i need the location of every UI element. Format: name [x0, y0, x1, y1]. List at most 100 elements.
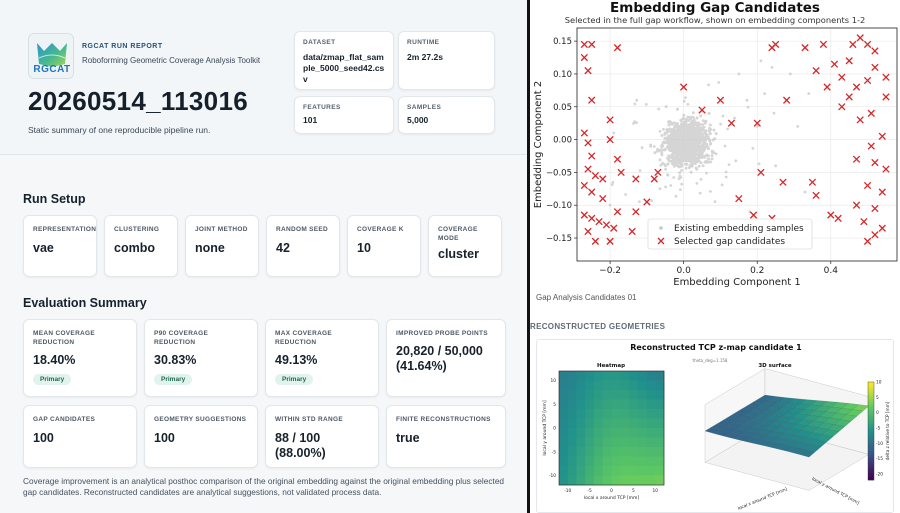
colorbar-segment — [868, 431, 874, 434]
gap-candidate-marker — [823, 83, 831, 91]
heatmap-cell — [567, 475, 577, 486]
setup-card-coverage-mode: COVERAGE MODE cluster — [428, 215, 502, 277]
existing-sample-point — [705, 171, 708, 175]
heatmap-x-tick-label: -5 — [587, 488, 592, 494]
card-label: FINITE RECONSTRUCTIONS — [396, 416, 491, 423]
reconstructed-geometries-heading: RECONSTRUCTED GEOMETRIES — [530, 322, 666, 331]
gap-candidate-marker — [882, 73, 890, 81]
existing-sample-point — [680, 168, 684, 172]
heatmap-x-tick-label: 0 — [610, 488, 613, 494]
gap-candidate-marker — [698, 106, 706, 114]
existing-sample-point — [701, 123, 704, 127]
meta-value: 101 — [303, 115, 318, 125]
heatmap-cell — [559, 409, 569, 419]
existing-sample-point — [705, 153, 709, 157]
gap-candidate-marker — [808, 178, 817, 186]
heatmap-cell — [637, 418, 647, 429]
heatmap-cell — [576, 390, 586, 400]
colorbar-segment — [868, 413, 874, 417]
existing-sample-point — [681, 117, 685, 120]
colorbar-segment — [868, 475, 874, 478]
heatmap-cell — [602, 437, 612, 448]
colorbar-tick-label: 5 — [876, 395, 879, 401]
existing-sample-point — [763, 92, 766, 96]
card-label: GAP CANDIDATES — [33, 416, 96, 423]
heatmap-cell — [602, 390, 612, 400]
colorbar-segment — [868, 448, 874, 451]
card-value: 100 — [33, 431, 54, 445]
existing-sample-point — [680, 153, 684, 157]
existing-sample-point — [691, 126, 694, 130]
heatmap-cell — [594, 437, 604, 448]
existing-sample-point — [683, 128, 687, 132]
heatmap-cell — [611, 390, 621, 400]
x-tick-label: 0.0 — [677, 266, 692, 276]
heatmap-cell — [602, 475, 612, 486]
meta-value: data/zmap_flat_sample_5000_seed42.csv — [303, 52, 385, 84]
heatmap-cell — [567, 399, 577, 410]
heatmap-cell — [637, 390, 647, 400]
gap-candidate-marker — [716, 96, 725, 104]
heatmap-cell — [629, 380, 639, 391]
existing-sample-point — [701, 136, 705, 140]
pane-divider[interactable] — [527, 0, 530, 513]
existing-sample-point — [664, 164, 667, 168]
existing-sample-point — [707, 157, 710, 161]
existing-sample-point — [682, 122, 686, 126]
figures-pane: Embedding Gap Candidates Selected in the … — [530, 0, 900, 513]
existing-samples — [608, 59, 811, 235]
gap-candidate-marker — [628, 227, 636, 236]
existing-sample-point — [796, 125, 800, 128]
existing-sample-point — [666, 162, 670, 166]
existing-sample-point — [709, 160, 712, 164]
heatmap-cell — [567, 428, 577, 438]
gap-candidate-marker — [782, 96, 791, 104]
gap-candidate-marker — [584, 67, 592, 75]
gap-candidate-marker — [827, 211, 835, 219]
card-value: true — [396, 431, 420, 445]
chart-legend: Existing embedding samples Selected gap c… — [647, 218, 813, 250]
heatmap-cell — [620, 371, 630, 381]
existing-sample-point — [755, 125, 759, 128]
card-label: REPRESENTATION — [33, 226, 97, 233]
heatmap-cell — [567, 390, 577, 400]
meta-label: DATASET — [303, 39, 336, 46]
heatmap-cell — [637, 456, 647, 467]
gap-candidate-marker — [852, 201, 861, 209]
existing-sample-point — [676, 148, 679, 152]
gap-candidate-marker — [588, 96, 596, 104]
existing-sample-point — [660, 153, 664, 157]
eval-card-improved-probe-points: IMPROVED PROBE POINTS 20,820 / 50,000 (4… — [386, 319, 506, 397]
heatmap-cell — [611, 447, 621, 457]
card-value: 18.40% — [33, 353, 76, 367]
existing-sample-point — [774, 164, 778, 168]
heatmap-cell — [646, 428, 656, 438]
heatmap-y-tick-label: 5 — [553, 402, 556, 408]
existing-sample-point — [714, 132, 718, 136]
heatmap-cell — [559, 390, 569, 400]
heatmap-cell — [585, 371, 595, 381]
existing-sample-point — [671, 158, 675, 162]
existing-sample-point — [676, 164, 680, 168]
existing-sample-point — [683, 140, 686, 144]
coverage-footnote: Coverage improvement is an analytical po… — [23, 476, 505, 497]
heatmap-cell — [585, 380, 595, 391]
existing-sample-point — [746, 105, 750, 109]
legend-candidate-label: Selected gap candidates — [674, 237, 785, 247]
gap-candidate-marker — [580, 181, 589, 190]
colorbar-segment — [868, 457, 874, 461]
existing-sample-point — [657, 149, 661, 153]
gap-candidate-marker — [580, 53, 589, 62]
existing-sample-point — [687, 144, 691, 148]
heatmap-cell — [602, 399, 612, 410]
heatmap-cell — [576, 371, 586, 381]
heatmap-cell — [655, 380, 665, 391]
existing-sample-point — [608, 203, 612, 207]
existing-sample-point — [669, 120, 673, 124]
existing-sample-point — [652, 145, 656, 148]
existing-sample-point — [638, 169, 642, 173]
gap-candidate-marker — [613, 44, 622, 52]
colorbar-segment — [868, 433, 874, 437]
existing-sample-point — [700, 143, 704, 147]
existing-sample-point — [699, 114, 703, 118]
